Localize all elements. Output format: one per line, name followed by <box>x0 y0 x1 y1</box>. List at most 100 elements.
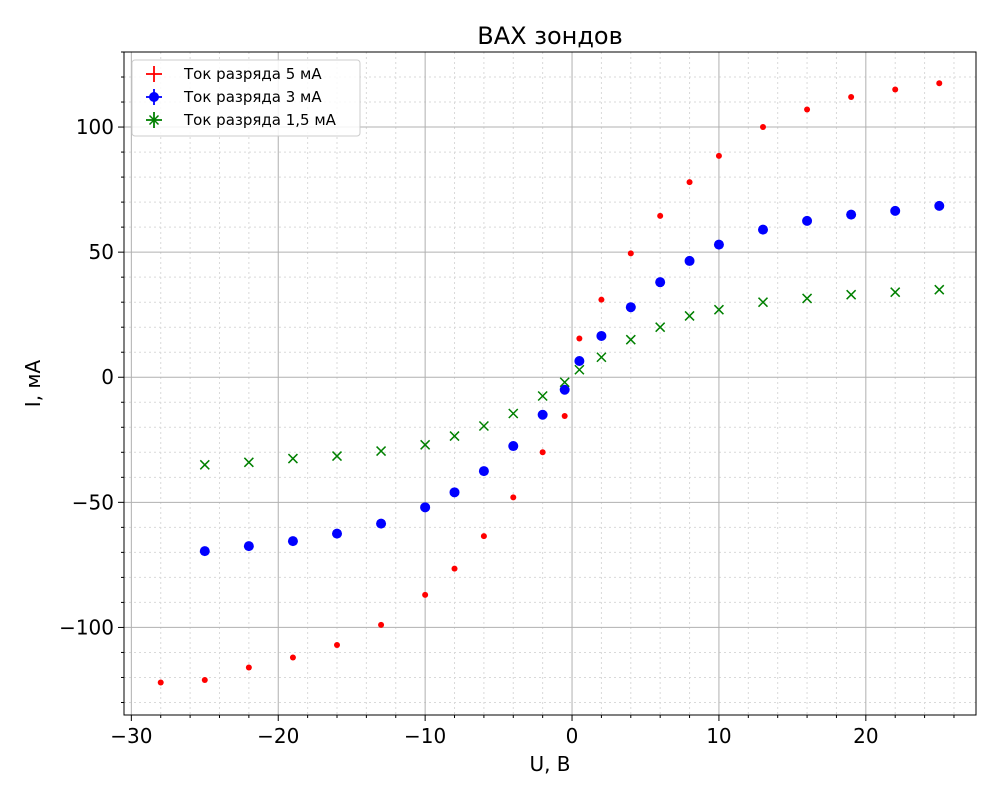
data-point <box>201 676 208 683</box>
data-point <box>802 215 813 226</box>
data-point <box>715 152 722 159</box>
data-point <box>334 641 340 648</box>
data-point <box>420 439 431 450</box>
data-point <box>422 591 429 598</box>
data-point <box>539 449 546 456</box>
data-point <box>627 250 634 257</box>
data-point <box>934 200 945 211</box>
data-point <box>713 239 724 250</box>
data-point <box>625 334 636 345</box>
data-point <box>760 124 766 131</box>
data-point <box>199 546 210 557</box>
data-point <box>574 355 585 366</box>
data-point <box>451 565 458 572</box>
data-point <box>289 654 296 661</box>
x-tick-label: −20 <box>257 724 299 748</box>
plot-points <box>157 80 945 686</box>
data-point <box>576 335 583 342</box>
data-point <box>936 80 943 87</box>
data-point <box>508 408 519 419</box>
data-point <box>331 451 343 462</box>
y-axis-ticks: −100 −50 0 50 100 <box>59 51 124 703</box>
data-point <box>478 421 489 432</box>
data-point <box>537 390 548 402</box>
legend-marker <box>149 92 159 102</box>
data-point <box>157 679 164 686</box>
data-point <box>757 297 769 308</box>
legend-label: Ток разряда 5 мА <box>183 65 322 83</box>
data-point <box>598 296 605 303</box>
data-point <box>378 621 385 628</box>
data-point <box>199 459 210 470</box>
data-point <box>892 86 899 93</box>
data-point <box>243 541 254 552</box>
data-point <box>846 209 857 220</box>
data-point <box>804 106 811 113</box>
data-point <box>243 457 254 468</box>
x-tick-label: 20 <box>853 724 878 748</box>
plot-frame <box>123 51 977 716</box>
major-grid <box>124 52 976 715</box>
data-point <box>287 536 298 547</box>
x-tick-label: −10 <box>404 724 446 748</box>
x-tick-label: 10 <box>706 724 731 748</box>
y-tick-label: −100 <box>59 615 114 639</box>
data-point <box>657 212 664 219</box>
data-point <box>655 277 666 288</box>
y-tick-label: 50 <box>89 240 114 264</box>
data-point <box>559 384 570 395</box>
data-point <box>537 409 548 420</box>
data-point <box>684 310 695 321</box>
data-point <box>287 453 298 464</box>
data-point <box>480 533 487 540</box>
data-point <box>376 518 387 529</box>
data-point <box>332 528 342 539</box>
data-point <box>449 431 460 442</box>
data-point <box>510 494 517 501</box>
data-point <box>449 487 460 498</box>
data-point <box>890 287 901 298</box>
legend-item: Ток разряда 3 мА <box>146 88 322 106</box>
legend: Ток разряда 5 мА Ток разряда 3 мА Ток разр… <box>131 59 361 137</box>
legend-item: Ток разряда 1,5 мА <box>146 111 337 129</box>
series-008000 <box>199 284 945 470</box>
data-point <box>420 502 431 513</box>
x-axis-ticks: −30 −20 −10 0 10 20 <box>110 715 955 748</box>
legend-label: Ток разряда 3 мА <box>183 88 322 106</box>
data-point <box>890 205 901 216</box>
data-point <box>758 224 768 235</box>
legend-marker <box>148 114 160 126</box>
data-point <box>686 179 693 186</box>
data-point <box>596 352 607 363</box>
x-axis-label: U, В <box>529 752 570 776</box>
data-point <box>802 293 813 304</box>
legend-item: Ток разряда 5 мА <box>146 65 322 83</box>
data-point <box>245 664 252 671</box>
series-0000ff <box>199 200 945 557</box>
data-point <box>478 466 489 477</box>
y-tick-label: −50 <box>72 490 114 514</box>
data-point <box>508 441 519 452</box>
data-point <box>559 377 570 388</box>
data-point <box>655 322 666 333</box>
y-axis-label: I, мА <box>21 359 45 407</box>
data-point <box>848 94 855 101</box>
y-tick-label: 100 <box>76 115 114 139</box>
data-point <box>574 364 585 375</box>
data-point <box>934 284 945 295</box>
x-tick-label: 0 <box>566 724 579 748</box>
data-point <box>846 289 857 300</box>
legend-label: Ток разряда 1,5 мА <box>183 111 337 129</box>
minor-grid <box>124 51 976 715</box>
data-point <box>684 255 695 266</box>
chart-title: ВАХ зондов <box>477 22 623 50</box>
data-point <box>561 413 568 420</box>
legend-box <box>131 59 361 137</box>
x-tick-label: −30 <box>110 724 152 748</box>
series-ff0000 <box>157 80 943 686</box>
data-point <box>625 302 636 313</box>
y-tick-label: 0 <box>101 365 114 389</box>
data-point <box>376 446 387 457</box>
data-point <box>596 330 607 341</box>
